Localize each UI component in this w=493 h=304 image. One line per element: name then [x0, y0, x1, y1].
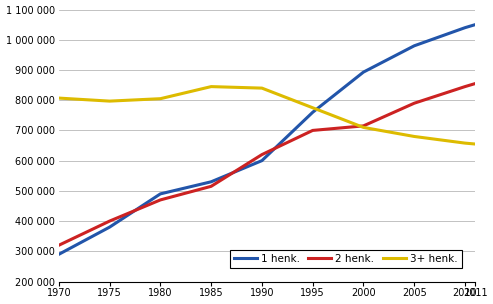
Line: 1 henk.: 1 henk.	[59, 25, 475, 254]
2 henk.	[106, 219, 112, 223]
1 henk.	[310, 110, 316, 114]
2 henk.	[259, 153, 265, 157]
1 henk.	[208, 180, 214, 184]
3+ henk.	[259, 86, 265, 90]
Legend: 1 henk., 2 henk., 3+ henk.: 1 henk., 2 henk., 3+ henk.	[230, 250, 461, 268]
1 henk.	[472, 23, 478, 26]
1 henk.	[360, 70, 366, 74]
1 henk.	[106, 225, 112, 229]
2 henk.	[208, 185, 214, 188]
3+ henk.	[56, 96, 62, 100]
1 henk.	[56, 253, 62, 256]
3+ henk.	[310, 106, 316, 109]
3+ henk.	[472, 142, 478, 146]
2 henk.	[56, 244, 62, 247]
3+ henk.	[157, 97, 163, 101]
3+ henk.	[462, 141, 468, 145]
3+ henk.	[106, 99, 112, 103]
3+ henk.	[411, 135, 417, 138]
3+ henk.	[208, 85, 214, 88]
2 henk.	[157, 198, 163, 202]
1 henk.	[157, 192, 163, 196]
Line: 3+ henk.: 3+ henk.	[59, 87, 475, 144]
1 henk.	[411, 44, 417, 48]
3+ henk.	[360, 126, 366, 129]
2 henk.	[462, 85, 468, 88]
Line: 2 henk.: 2 henk.	[59, 84, 475, 245]
2 henk.	[472, 82, 478, 85]
1 henk.	[462, 26, 468, 29]
1 henk.	[259, 159, 265, 162]
2 henk.	[310, 129, 316, 132]
2 henk.	[411, 102, 417, 105]
2 henk.	[360, 124, 366, 128]
